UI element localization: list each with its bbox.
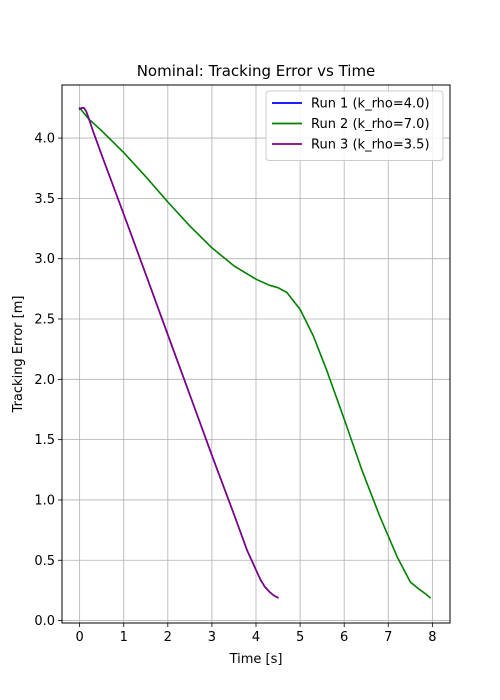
x-tick-label: 3 — [208, 630, 216, 645]
y-tick-label: 0.5 — [34, 554, 55, 569]
y-tick-label: 2.5 — [34, 313, 55, 328]
y-tick-label: 3.0 — [34, 252, 55, 267]
y-tick-label: 3.5 — [34, 192, 55, 207]
chart-title: Nominal: Tracking Error vs Time — [137, 62, 376, 80]
series-lines — [78, 107, 432, 599]
y-axis-label: Tracking Error [m] — [11, 296, 26, 414]
legend-label: Run 2 (k_rho=7.0) — [311, 117, 430, 132]
x-tick-label: 2 — [164, 630, 172, 645]
y-tick-label: 4.0 — [34, 132, 55, 147]
y-tick-label: 1.5 — [34, 433, 55, 448]
y-tick-label: 0.0 — [34, 614, 55, 629]
x-tick-label: 4 — [252, 630, 260, 645]
x-tick-label: 8 — [428, 630, 436, 645]
axis-ticks: 0 1 2 3 4 5 6 7 8 0.0 0.5 1.0 1.5 2.0 2.5 3.0 3.5 4.0 — [34, 132, 436, 645]
series-line-2 — [78, 107, 432, 599]
legend: Run 1 (k_rho=4.0) Run 2 (k_rho=7.0) Run 3 … — [265, 90, 444, 161]
legend-box — [265, 90, 444, 161]
x-tick-label: 6 — [340, 630, 348, 645]
y-tick-label: 2.0 — [34, 373, 55, 388]
x-tick-label: 5 — [296, 630, 304, 645]
x-tick-label: 7 — [384, 630, 392, 645]
legend-label: Run 3 (k_rho=3.5) — [311, 138, 430, 153]
x-tick-label: 1 — [120, 630, 128, 645]
legend-label: Run 1 (k_rho=4.0) — [311, 97, 430, 112]
x-tick-label: 0 — [75, 630, 83, 645]
grid — [62, 85, 450, 623]
y-tick-label: 1.0 — [34, 493, 55, 508]
x-axis-label: Time [s] — [229, 652, 283, 667]
series-line-3 — [78, 107, 279, 599]
